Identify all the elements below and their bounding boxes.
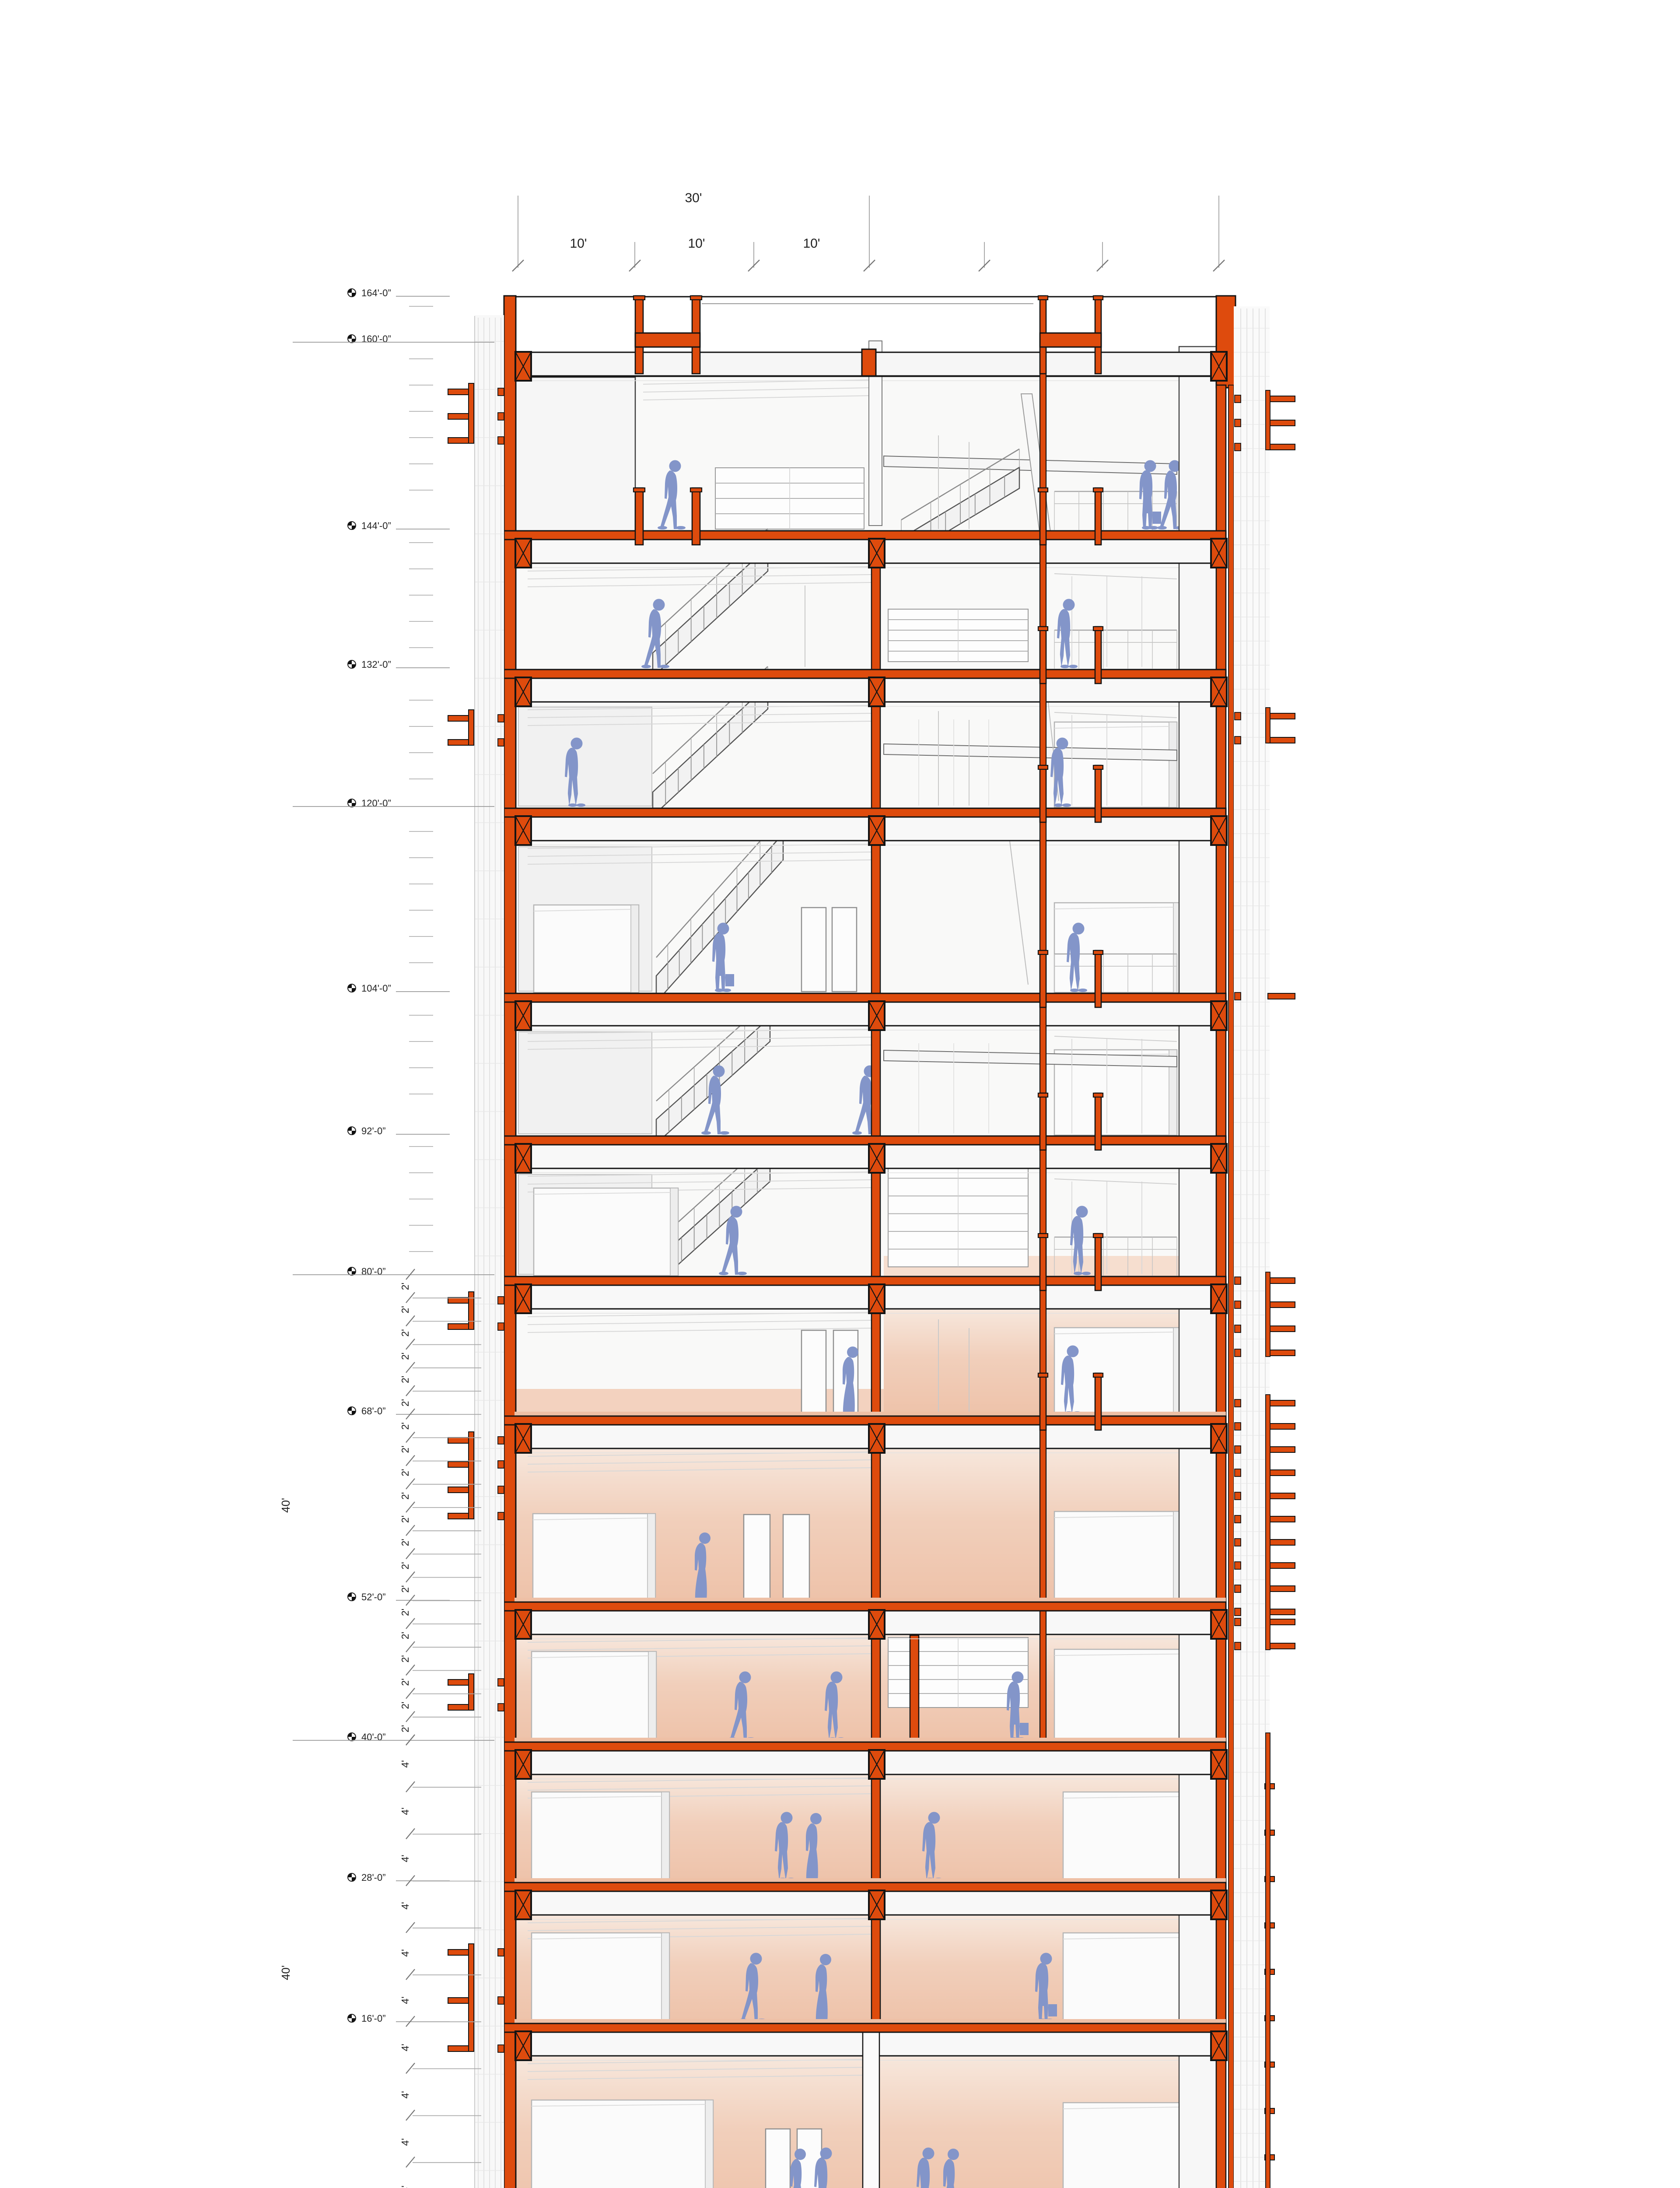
svg-text:4': 4' xyxy=(399,1855,411,1862)
svg-text:2': 2' xyxy=(399,1445,411,1453)
svg-text:2': 2' xyxy=(399,1632,411,1639)
svg-text:16'-0”: 16'-0” xyxy=(361,2013,386,2024)
svg-text:2': 2' xyxy=(399,1539,411,1546)
svg-text:40': 40' xyxy=(279,1498,292,1513)
svg-text:10': 10' xyxy=(803,236,820,251)
svg-text:164'-0”: 164'-0” xyxy=(361,288,391,298)
svg-text:4': 4' xyxy=(399,1949,411,1957)
svg-text:2': 2' xyxy=(399,1702,411,1709)
svg-text:28'-0”: 28'-0” xyxy=(361,1872,386,1883)
svg-text:4': 4' xyxy=(399,1996,411,2004)
svg-text:40': 40' xyxy=(279,1965,292,1980)
svg-text:2': 2' xyxy=(399,1283,411,1290)
svg-text:2': 2' xyxy=(399,1725,411,1732)
svg-text:104'-0”: 104'-0” xyxy=(361,983,391,994)
svg-text:4': 4' xyxy=(399,2091,411,2098)
svg-text:4': 4' xyxy=(399,1807,411,1815)
svg-text:4': 4' xyxy=(399,2044,411,2051)
svg-text:52'-0”: 52'-0” xyxy=(361,1592,386,1602)
svg-text:2': 2' xyxy=(399,1376,411,1383)
svg-text:4': 4' xyxy=(399,1902,411,1909)
svg-text:4': 4' xyxy=(399,1760,411,1767)
svg-text:2': 2' xyxy=(399,1562,411,1569)
svg-text:2': 2' xyxy=(399,1353,411,1360)
svg-text:2': 2' xyxy=(399,1306,411,1313)
svg-text:2': 2' xyxy=(399,1492,411,1500)
svg-text:2': 2' xyxy=(399,1399,411,1406)
svg-text:2': 2' xyxy=(399,1678,411,1686)
svg-text:10': 10' xyxy=(570,236,587,251)
svg-text:160'-0”: 160'-0” xyxy=(361,333,391,344)
svg-text:68'-0”: 68'-0” xyxy=(361,1406,386,1417)
svg-text:120'-0”: 120'-0” xyxy=(361,798,391,809)
svg-text:2': 2' xyxy=(399,1469,411,1476)
svg-text:144'-0”: 144'-0” xyxy=(361,520,391,531)
svg-text:2': 2' xyxy=(399,1329,411,1336)
svg-text:2': 2' xyxy=(399,1585,411,1593)
svg-text:2': 2' xyxy=(399,1422,411,1430)
svg-text:92'-0”: 92'-0” xyxy=(361,1126,386,1136)
svg-text:2': 2' xyxy=(399,1515,411,1523)
svg-text:2': 2' xyxy=(399,1655,411,1662)
svg-text:132'-0”: 132'-0” xyxy=(361,659,391,670)
svg-text:4': 4' xyxy=(399,2185,411,2188)
svg-text:10': 10' xyxy=(688,236,705,251)
svg-text:40'-0”: 40'-0” xyxy=(361,1732,386,1743)
svg-text:4': 4' xyxy=(399,2138,411,2146)
svg-text:2': 2' xyxy=(399,1609,411,1616)
svg-text:30': 30' xyxy=(685,191,702,205)
svg-text:80'-0”: 80'-0” xyxy=(361,1266,386,1277)
